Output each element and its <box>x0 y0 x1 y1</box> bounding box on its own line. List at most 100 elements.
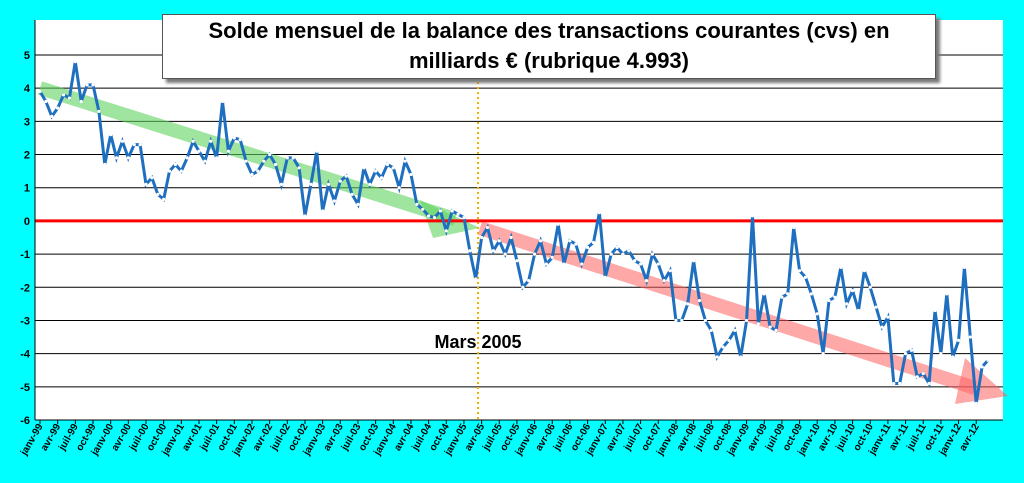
point <box>597 211 601 215</box>
y-tick-label: -4 <box>20 349 31 361</box>
chart-title: Solde mensuel de la balance des transact… <box>162 14 936 79</box>
point <box>827 298 831 303</box>
point <box>109 133 113 137</box>
point <box>474 277 478 281</box>
point <box>85 83 89 87</box>
point <box>232 136 236 140</box>
series <box>38 60 990 406</box>
y-tick-label: 5 <box>24 50 30 62</box>
point <box>921 371 925 376</box>
point <box>809 292 813 296</box>
point <box>833 295 837 299</box>
point <box>321 209 325 213</box>
point <box>768 325 772 329</box>
point <box>503 252 507 256</box>
point <box>515 259 519 263</box>
y-tick-label: -2 <box>20 282 30 294</box>
point <box>61 93 66 97</box>
point <box>91 83 95 87</box>
point <box>880 325 884 329</box>
point <box>209 139 213 143</box>
point <box>79 99 83 104</box>
point <box>462 215 466 220</box>
point <box>915 375 919 379</box>
point <box>797 269 802 273</box>
point <box>709 328 713 333</box>
point <box>538 239 543 243</box>
point <box>391 166 395 170</box>
point <box>332 199 337 203</box>
point <box>279 182 284 187</box>
point <box>468 249 472 253</box>
point <box>385 162 390 167</box>
point <box>56 106 60 110</box>
y-tick-label: -1 <box>20 249 30 261</box>
x-tick-label: janv-99 <box>18 422 45 459</box>
point <box>750 214 755 218</box>
point <box>691 259 696 263</box>
point <box>485 225 490 230</box>
point <box>362 166 366 170</box>
point <box>656 262 660 266</box>
point <box>980 365 984 369</box>
point <box>903 352 908 356</box>
point <box>238 138 242 142</box>
point <box>644 279 649 283</box>
point <box>315 149 319 153</box>
point <box>786 292 790 296</box>
point <box>951 355 955 359</box>
point <box>256 169 260 173</box>
point <box>273 162 278 167</box>
point <box>803 275 808 279</box>
point <box>739 355 743 359</box>
point <box>338 179 342 183</box>
point <box>733 328 737 333</box>
point <box>856 308 861 313</box>
point <box>427 214 431 218</box>
point <box>521 285 525 289</box>
point <box>421 207 425 211</box>
point <box>603 275 607 279</box>
point <box>450 209 454 213</box>
point <box>303 214 307 218</box>
point <box>756 322 760 326</box>
point <box>491 249 495 253</box>
point <box>220 99 225 104</box>
point <box>132 142 136 147</box>
point <box>162 197 166 201</box>
point <box>150 176 154 180</box>
point <box>456 212 460 216</box>
point <box>250 172 254 177</box>
point <box>67 96 72 100</box>
point <box>138 142 142 147</box>
point <box>562 262 566 266</box>
point <box>226 149 231 153</box>
point <box>633 259 637 263</box>
point <box>845 302 849 306</box>
point <box>179 169 183 173</box>
point <box>962 265 967 269</box>
point <box>862 269 866 273</box>
point <box>438 209 442 213</box>
y-tick-label: 2 <box>24 150 30 162</box>
point <box>374 169 378 173</box>
point <box>968 335 972 339</box>
point <box>432 215 437 220</box>
point <box>815 312 819 316</box>
point <box>850 288 855 293</box>
annotation: Mars 2005 <box>434 332 521 352</box>
point <box>945 292 949 296</box>
point <box>480 235 484 240</box>
point <box>97 109 101 114</box>
point <box>686 302 690 306</box>
point <box>556 222 560 226</box>
point <box>650 252 654 256</box>
point <box>909 348 914 352</box>
point <box>974 401 978 406</box>
point <box>927 381 931 386</box>
y-tick-label: -5 <box>20 382 30 394</box>
y-tick-label: -6 <box>20 415 30 427</box>
point <box>38 89 42 94</box>
point <box>898 381 902 386</box>
point <box>509 235 513 240</box>
